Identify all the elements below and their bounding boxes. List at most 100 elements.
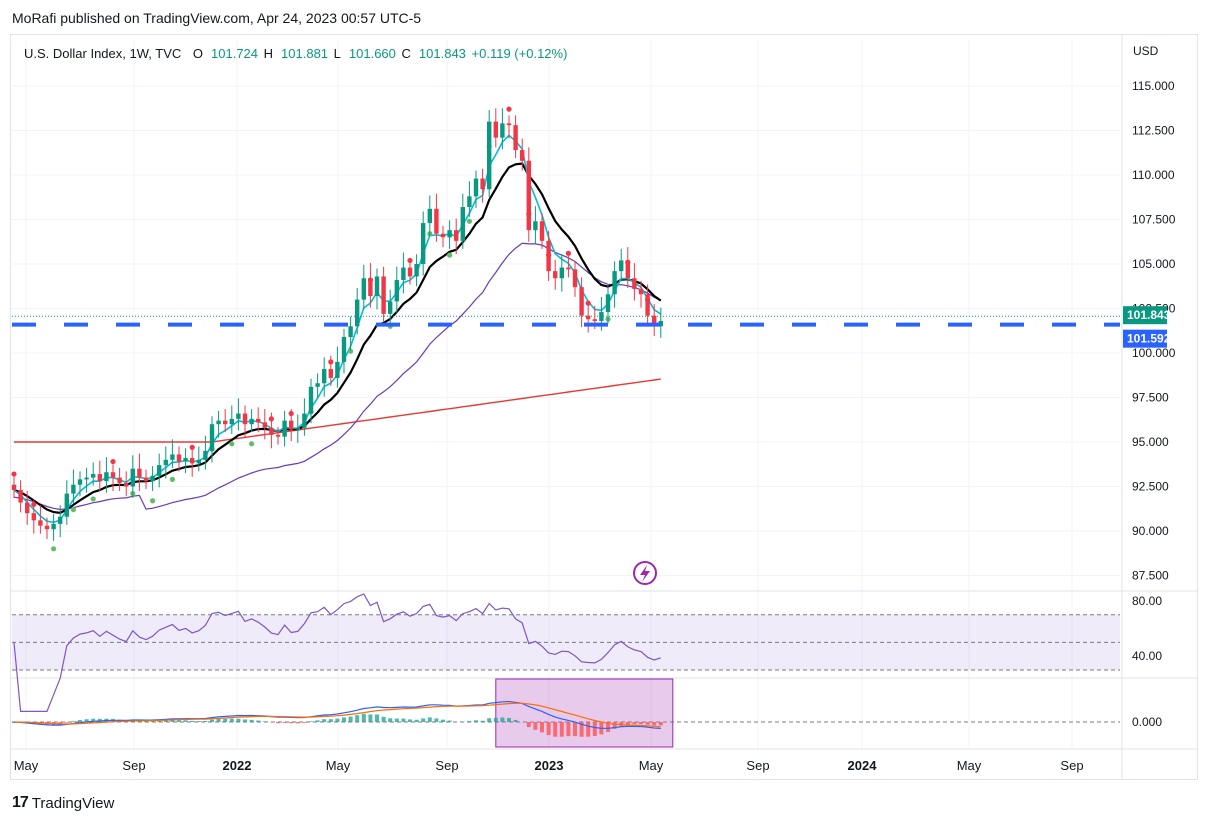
macd-bar <box>507 717 511 722</box>
macd-bar <box>183 720 188 722</box>
x-tick-label: May <box>326 758 351 773</box>
candle-body <box>216 420 221 425</box>
footer-brand[interactable]: 17 TradingView <box>12 794 114 812</box>
dot-marker <box>229 441 235 447</box>
candle-body <box>592 319 597 321</box>
macd-bar <box>210 719 214 722</box>
macd-bar <box>546 722 551 736</box>
candle-body <box>295 427 300 430</box>
macd-bar <box>553 722 558 737</box>
macd-bar <box>355 715 360 722</box>
ma-red-line <box>14 378 661 443</box>
macd-bar <box>91 718 96 722</box>
low-value: 101.660 <box>348 46 396 61</box>
x-tick-label: May <box>957 758 982 773</box>
macd-bar <box>592 722 597 736</box>
macd-bar <box>163 720 168 722</box>
macd-bar <box>289 722 294 724</box>
candle-body <box>559 267 564 279</box>
symbol-label[interactable]: U.S. Dollar Index, 1W, TVC <box>24 46 182 61</box>
macd-bar <box>375 714 379 722</box>
candle-body <box>31 513 36 521</box>
macd-bar <box>58 722 63 725</box>
last-price-value: 101.843 <box>1127 308 1171 322</box>
macd-bar <box>170 719 175 722</box>
x-tick-label: 2022 <box>223 758 252 773</box>
candle-body <box>355 299 360 327</box>
candle-body <box>302 413 307 428</box>
macd-bar <box>84 719 89 722</box>
price-tick-label: 100.000 <box>1132 346 1176 360</box>
open-label: O <box>192 46 204 61</box>
candle-body <box>269 427 274 435</box>
macd-bar <box>434 718 439 722</box>
candle-body <box>381 276 386 314</box>
candle-body <box>341 336 347 362</box>
dot-marker <box>169 476 175 482</box>
candle-body <box>203 450 208 460</box>
dot-marker <box>506 106 512 112</box>
macd-bar <box>190 720 195 722</box>
macd-bar <box>282 722 287 723</box>
candle-body <box>289 420 294 430</box>
macd-bar <box>177 720 181 722</box>
macd-bar <box>64 722 69 723</box>
candle-body <box>91 474 96 478</box>
candle-body <box>328 369 333 378</box>
candle-body <box>97 474 102 482</box>
dot-marker <box>466 218 472 224</box>
candle-body <box>421 223 426 264</box>
dot-marker <box>70 507 76 513</box>
macd-bar <box>652 722 657 726</box>
rsi-line <box>13 593 661 712</box>
macd-bar <box>328 719 333 722</box>
change-value: +0.119 (+0.12%) <box>471 46 568 61</box>
candle-body <box>77 479 83 485</box>
candle-body <box>64 493 69 517</box>
macd-bar <box>480 720 485 722</box>
macd-bar <box>196 721 201 722</box>
candle-body <box>493 121 498 138</box>
macd-bar <box>606 722 610 732</box>
x-tick-label: May <box>14 758 39 773</box>
macd-bar <box>540 722 544 733</box>
macd-bar <box>223 718 228 722</box>
candle-body <box>632 278 637 289</box>
macd-bar <box>586 722 591 737</box>
candle-body <box>308 386 314 414</box>
high-value: 101.881 <box>281 46 329 61</box>
rsi-tick-label: 80.00 <box>1132 594 1162 608</box>
candle-body <box>460 207 465 241</box>
candle-body <box>183 458 188 462</box>
price-tick-label: 115.000 <box>1132 79 1175 93</box>
macd-bar <box>500 717 505 722</box>
macd-bar <box>144 720 148 722</box>
macd-bar <box>421 718 426 722</box>
macd-bar <box>526 722 531 728</box>
candle-body <box>104 472 109 482</box>
candle-body <box>605 294 611 313</box>
close-label: C <box>401 46 411 61</box>
candle-body <box>506 123 512 126</box>
dot-marker <box>110 458 116 465</box>
candle-body <box>612 271 617 295</box>
macd-highlight <box>495 678 674 748</box>
ema-teal-line <box>13 134 662 524</box>
macd-bar <box>625 722 630 725</box>
candle-body <box>18 490 23 503</box>
candle-body <box>315 383 320 387</box>
macd-bar <box>157 720 162 722</box>
candle-body <box>440 233 446 238</box>
candle-body <box>262 422 267 428</box>
dot-marker <box>585 300 591 306</box>
candle-body <box>374 276 380 297</box>
candle-body <box>143 477 149 482</box>
candle-body <box>414 264 419 277</box>
close-value: 101.843 <box>418 46 466 61</box>
low-label: L <box>333 46 341 61</box>
price-tick-label: 97.500 <box>1132 391 1169 405</box>
candle-body <box>447 230 452 238</box>
macd-bar <box>401 718 406 722</box>
candle-body <box>209 424 215 451</box>
